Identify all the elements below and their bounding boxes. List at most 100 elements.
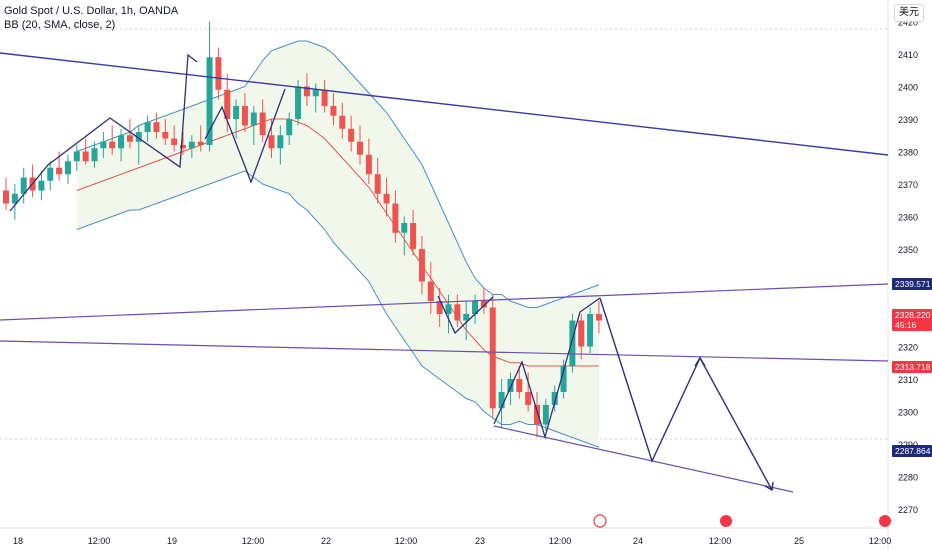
x-tick-label: 12:00 <box>395 536 418 546</box>
candle-body <box>348 128 355 142</box>
candle-body <box>569 320 576 366</box>
chart-legend: Gold Spot / U.S. Dollar, 1h, OANDA BB (2… <box>4 4 178 32</box>
candle-body <box>339 115 346 129</box>
currency-button[interactable]: 美元 <box>894 4 924 22</box>
candle-body <box>277 135 284 149</box>
candle-body <box>498 392 505 409</box>
projection-arrowhead-up <box>694 356 706 367</box>
x-tick-label: 12:00 <box>242 536 265 546</box>
candle-body <box>383 193 390 204</box>
candle-body <box>436 301 443 314</box>
y-tick-label: 2320 <box>898 343 918 353</box>
candle-body <box>534 405 540 425</box>
candle-body <box>171 138 178 145</box>
candle-body <box>357 141 363 155</box>
y-tick-label: 2420 <box>898 18 918 28</box>
zigzag-pattern-2 <box>204 88 286 184</box>
trendline-descending <box>0 52 889 156</box>
price-label-bg <box>892 278 932 290</box>
candle-body <box>47 167 54 181</box>
candle-body <box>197 141 204 145</box>
x-tick-label: 22 <box>321 536 331 546</box>
x-tick-label: 23 <box>475 536 485 546</box>
candle-body <box>38 180 45 191</box>
countdown-label: 45:16 <box>895 320 917 330</box>
candle-body <box>20 177 27 194</box>
candle-body <box>91 148 98 162</box>
candle-body <box>56 167 63 175</box>
candle-body <box>489 307 496 409</box>
projection-arrowhead-down <box>764 481 774 492</box>
candle-body <box>312 89 319 97</box>
price-label-bg <box>892 309 932 331</box>
candle-body <box>321 89 328 106</box>
event-us-flag-icon <box>879 515 891 527</box>
price-label-text: 2339.571 <box>895 279 931 289</box>
candle-body <box>365 154 372 175</box>
candle-body <box>118 135 125 149</box>
candle-body <box>135 132 142 142</box>
candle-body <box>215 57 222 90</box>
candle-body <box>392 203 399 233</box>
candle-body <box>109 141 116 149</box>
candle-body <box>241 106 248 126</box>
candle-body <box>206 57 213 145</box>
price-label-bg <box>892 361 932 373</box>
candle-body <box>126 135 133 142</box>
price-label-bg <box>892 445 932 457</box>
candle-body <box>463 314 470 321</box>
candle-body <box>64 161 71 175</box>
x-tick-label: 12:00 <box>88 536 111 546</box>
candle-body <box>11 193 18 204</box>
candle-body <box>295 86 302 119</box>
candle-body <box>180 145 186 149</box>
x-tick-label: 24 <box>633 536 643 546</box>
indicator-title: BB (20, SMA, close, 2) <box>4 19 116 31</box>
candle-body <box>188 141 195 149</box>
price-label-text: 2313.718 <box>895 362 931 372</box>
y-tick-label: 2410 <box>898 50 918 60</box>
bb-basis-line <box>76 118 599 367</box>
candle-body <box>162 132 169 139</box>
x-tick-label: 25 <box>794 536 804 546</box>
candle-body <box>445 304 452 314</box>
candle-body <box>454 304 461 321</box>
x-tick-label: 12:00 <box>709 536 732 546</box>
candle-body <box>286 119 293 136</box>
candle-body <box>233 106 240 119</box>
candle-body <box>560 366 567 392</box>
candle-body <box>410 223 417 249</box>
y-tick-label: 2400 <box>898 83 918 93</box>
bb-upper-line <box>76 40 600 308</box>
candle-body <box>587 314 594 347</box>
x-tick-label: 18 <box>13 536 23 546</box>
y-tick-label: 2350 <box>898 245 918 255</box>
candle-body <box>303 86 310 97</box>
y-tick-label: 2300 <box>898 408 918 418</box>
price-label-text: 2287.864 <box>895 446 931 456</box>
candle-body <box>427 281 434 301</box>
candle-body <box>480 301 487 308</box>
projection-path <box>599 297 773 491</box>
symbol-title: Gold Spot / U.S. Dollar, 1h, OANDA <box>4 5 179 17</box>
y-tick-label: 2390 <box>898 115 918 125</box>
candle-body <box>595 314 602 321</box>
zigzag-pattern-3 <box>437 295 494 335</box>
zigzag-pattern-1 <box>9 53 198 212</box>
event-flash-icon <box>593 514 607 528</box>
candle-body <box>82 151 89 162</box>
candle-body <box>578 320 585 347</box>
event-us-flag-icon <box>720 515 732 527</box>
candle-body <box>3 190 9 204</box>
y-tick-label: 2280 <box>898 473 918 483</box>
candle-body <box>224 89 231 119</box>
candle-body <box>268 135 275 149</box>
y-tick-label: 2380 <box>898 148 918 158</box>
price-label-text: 2328.220 <box>895 310 931 320</box>
candle-body <box>551 392 558 405</box>
trendline-upper-channel <box>0 283 889 321</box>
candle-body <box>472 301 479 314</box>
candle-body <box>73 151 80 162</box>
trendline-mid-channel <box>0 340 889 362</box>
